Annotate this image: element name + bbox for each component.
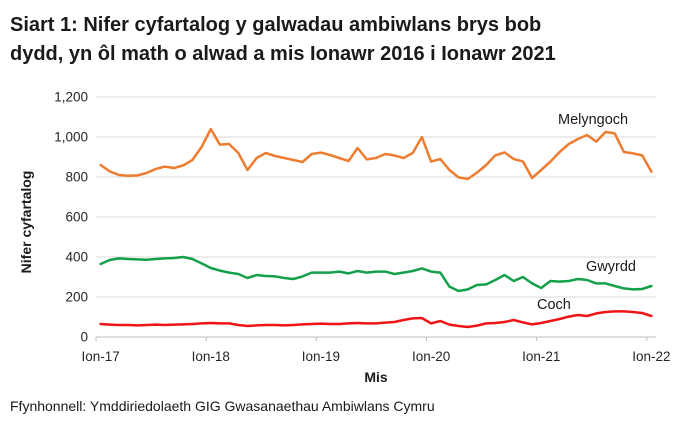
x-tick-label: Ion-20 xyxy=(412,349,450,364)
y-tick-label: 200 xyxy=(65,290,88,305)
y-tick-label: 1,000 xyxy=(54,130,88,145)
x-tick-label: Ion-17 xyxy=(81,349,119,364)
series-line-coch xyxy=(99,310,653,329)
source-note: Ffynhonnell: Ymddiriedolaeth GIG Gwasana… xyxy=(10,398,435,414)
x-tick-label: Ion-21 xyxy=(522,349,560,364)
chart-title-line2: dydd, yn ôl math o alwad a mis Ionawr 20… xyxy=(10,43,556,65)
series-label-melyngoch: Melyngoch xyxy=(558,112,628,128)
x-tick-label: Ion-18 xyxy=(192,349,230,364)
y-tick-label: 1,200 xyxy=(54,90,88,105)
x-tick-label: Ion-22 xyxy=(632,349,670,364)
y-tick-label: 600 xyxy=(65,210,88,225)
x-tick-label: Ion-19 xyxy=(302,349,340,364)
series-label-coch: Coch xyxy=(537,297,571,313)
series-line-melyngoch xyxy=(99,127,653,181)
chart-title-line1: Siart 1: Nifer cyfartalog y galwadau amb… xyxy=(10,14,541,36)
y-axis-title: Nifer cyfartalog xyxy=(18,171,34,274)
y-tick-label: 800 xyxy=(65,170,88,185)
series-label-gwyrdd: Gwyrdd xyxy=(586,259,636,275)
x-axis-title: Mis xyxy=(364,369,388,385)
plot-area: 0 200 400 600 800 1,000 1,200 Ion-17 Ion-18 Ion-1… xyxy=(54,90,670,365)
y-tick-label: 400 xyxy=(65,250,88,265)
series-line-gwyrdd xyxy=(99,255,653,293)
y-tick-label: 0 xyxy=(80,330,88,345)
